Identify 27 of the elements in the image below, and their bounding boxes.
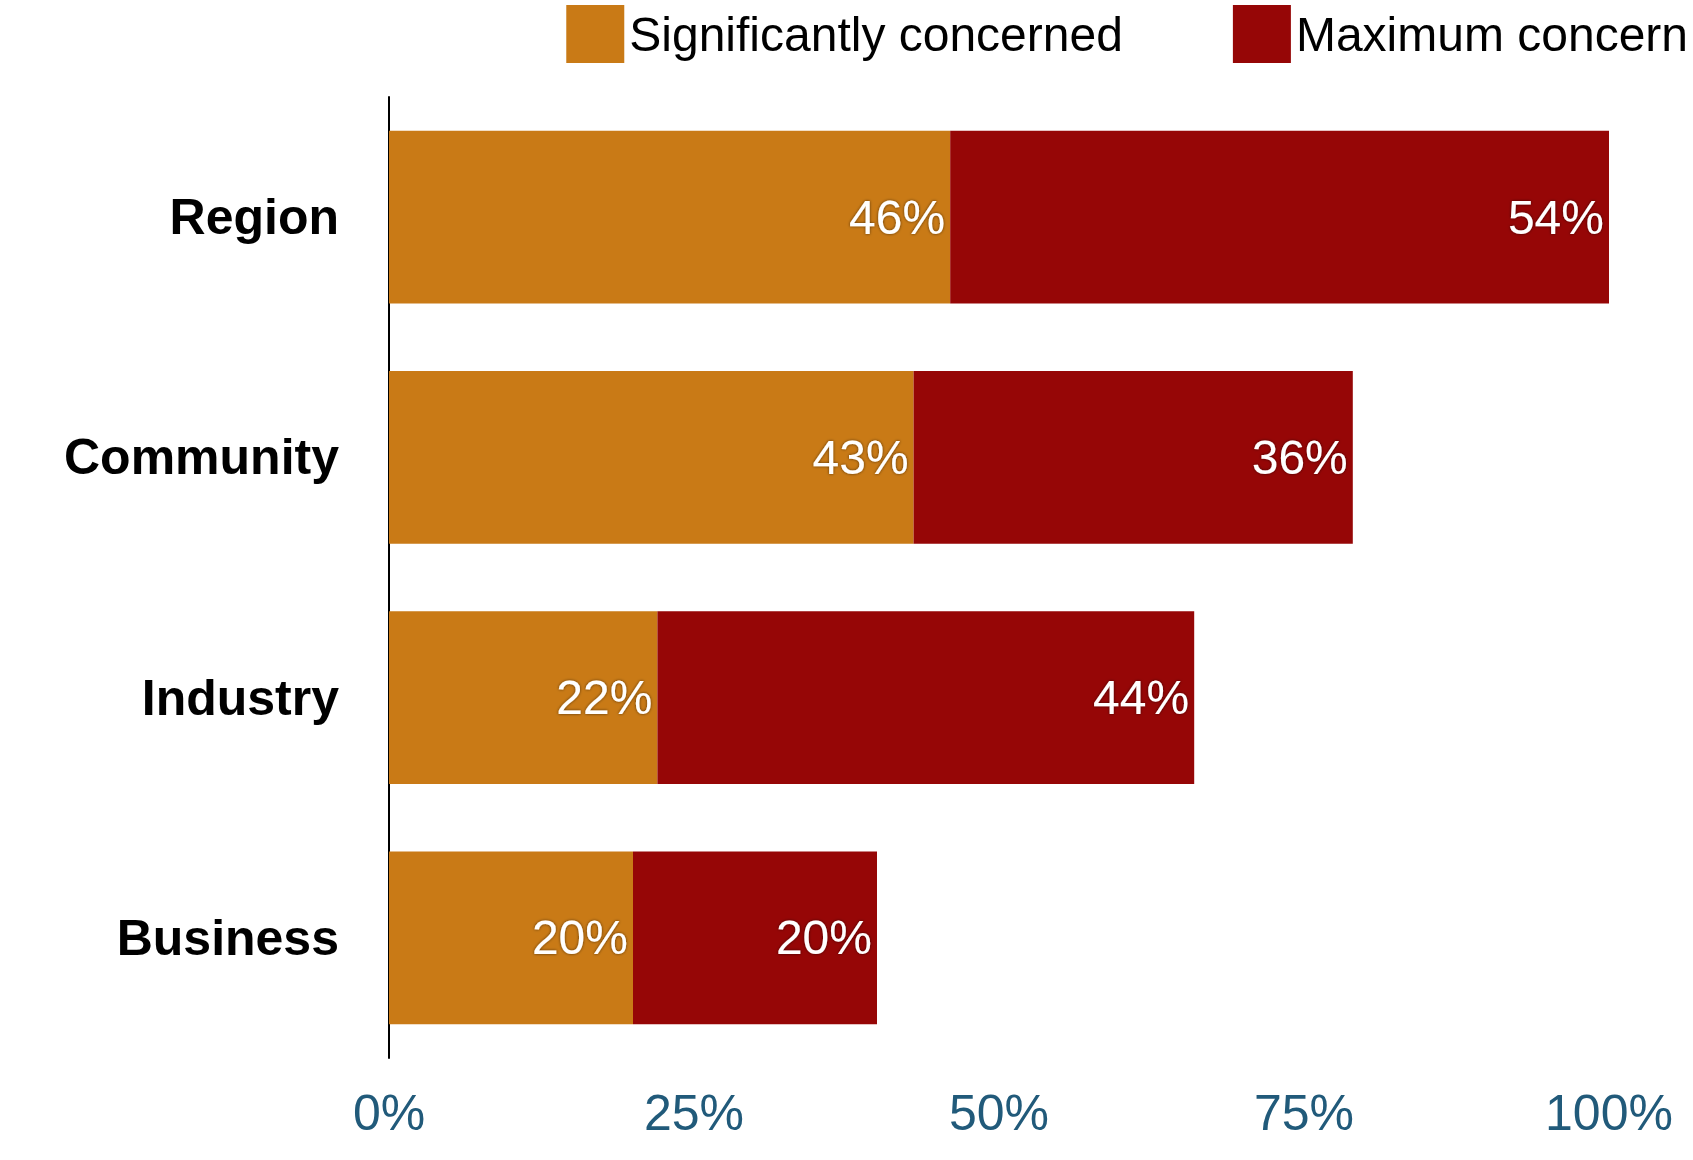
data-label: 36% <box>1251 430 1348 484</box>
data-label: 54% <box>1507 190 1604 244</box>
data-label: 43% <box>812 430 909 484</box>
y-tick-label: Business <box>116 909 339 966</box>
x-tick-label: 75% <box>1253 1085 1355 1141</box>
bar <box>633 851 877 1025</box>
y-tick-label: Region <box>169 189 339 246</box>
bar <box>389 370 914 544</box>
x-tick-label: 100% <box>1545 1085 1673 1141</box>
y-tick-label: Community <box>64 429 340 486</box>
x-tick-label: 25% <box>643 1085 745 1141</box>
bar <box>950 130 1609 304</box>
x-tick-label: 0% <box>352 1085 426 1141</box>
legend-label: Significantly concerned <box>629 7 1123 61</box>
bar <box>389 130 951 304</box>
bar <box>389 611 658 785</box>
legend-label: Maximum concern <box>1295 7 1688 61</box>
bar <box>913 370 1353 544</box>
x-tick-label: 50% <box>948 1085 1050 1141</box>
data-label: 22% <box>556 671 653 725</box>
bar <box>389 851 633 1025</box>
data-label: 20% <box>531 911 628 965</box>
y-tick-label: Industry <box>141 669 340 726</box>
data-label: 20% <box>775 911 872 965</box>
data-label: 44% <box>1093 671 1190 725</box>
bar <box>657 611 1195 785</box>
data-label: 46% <box>849 190 946 244</box>
